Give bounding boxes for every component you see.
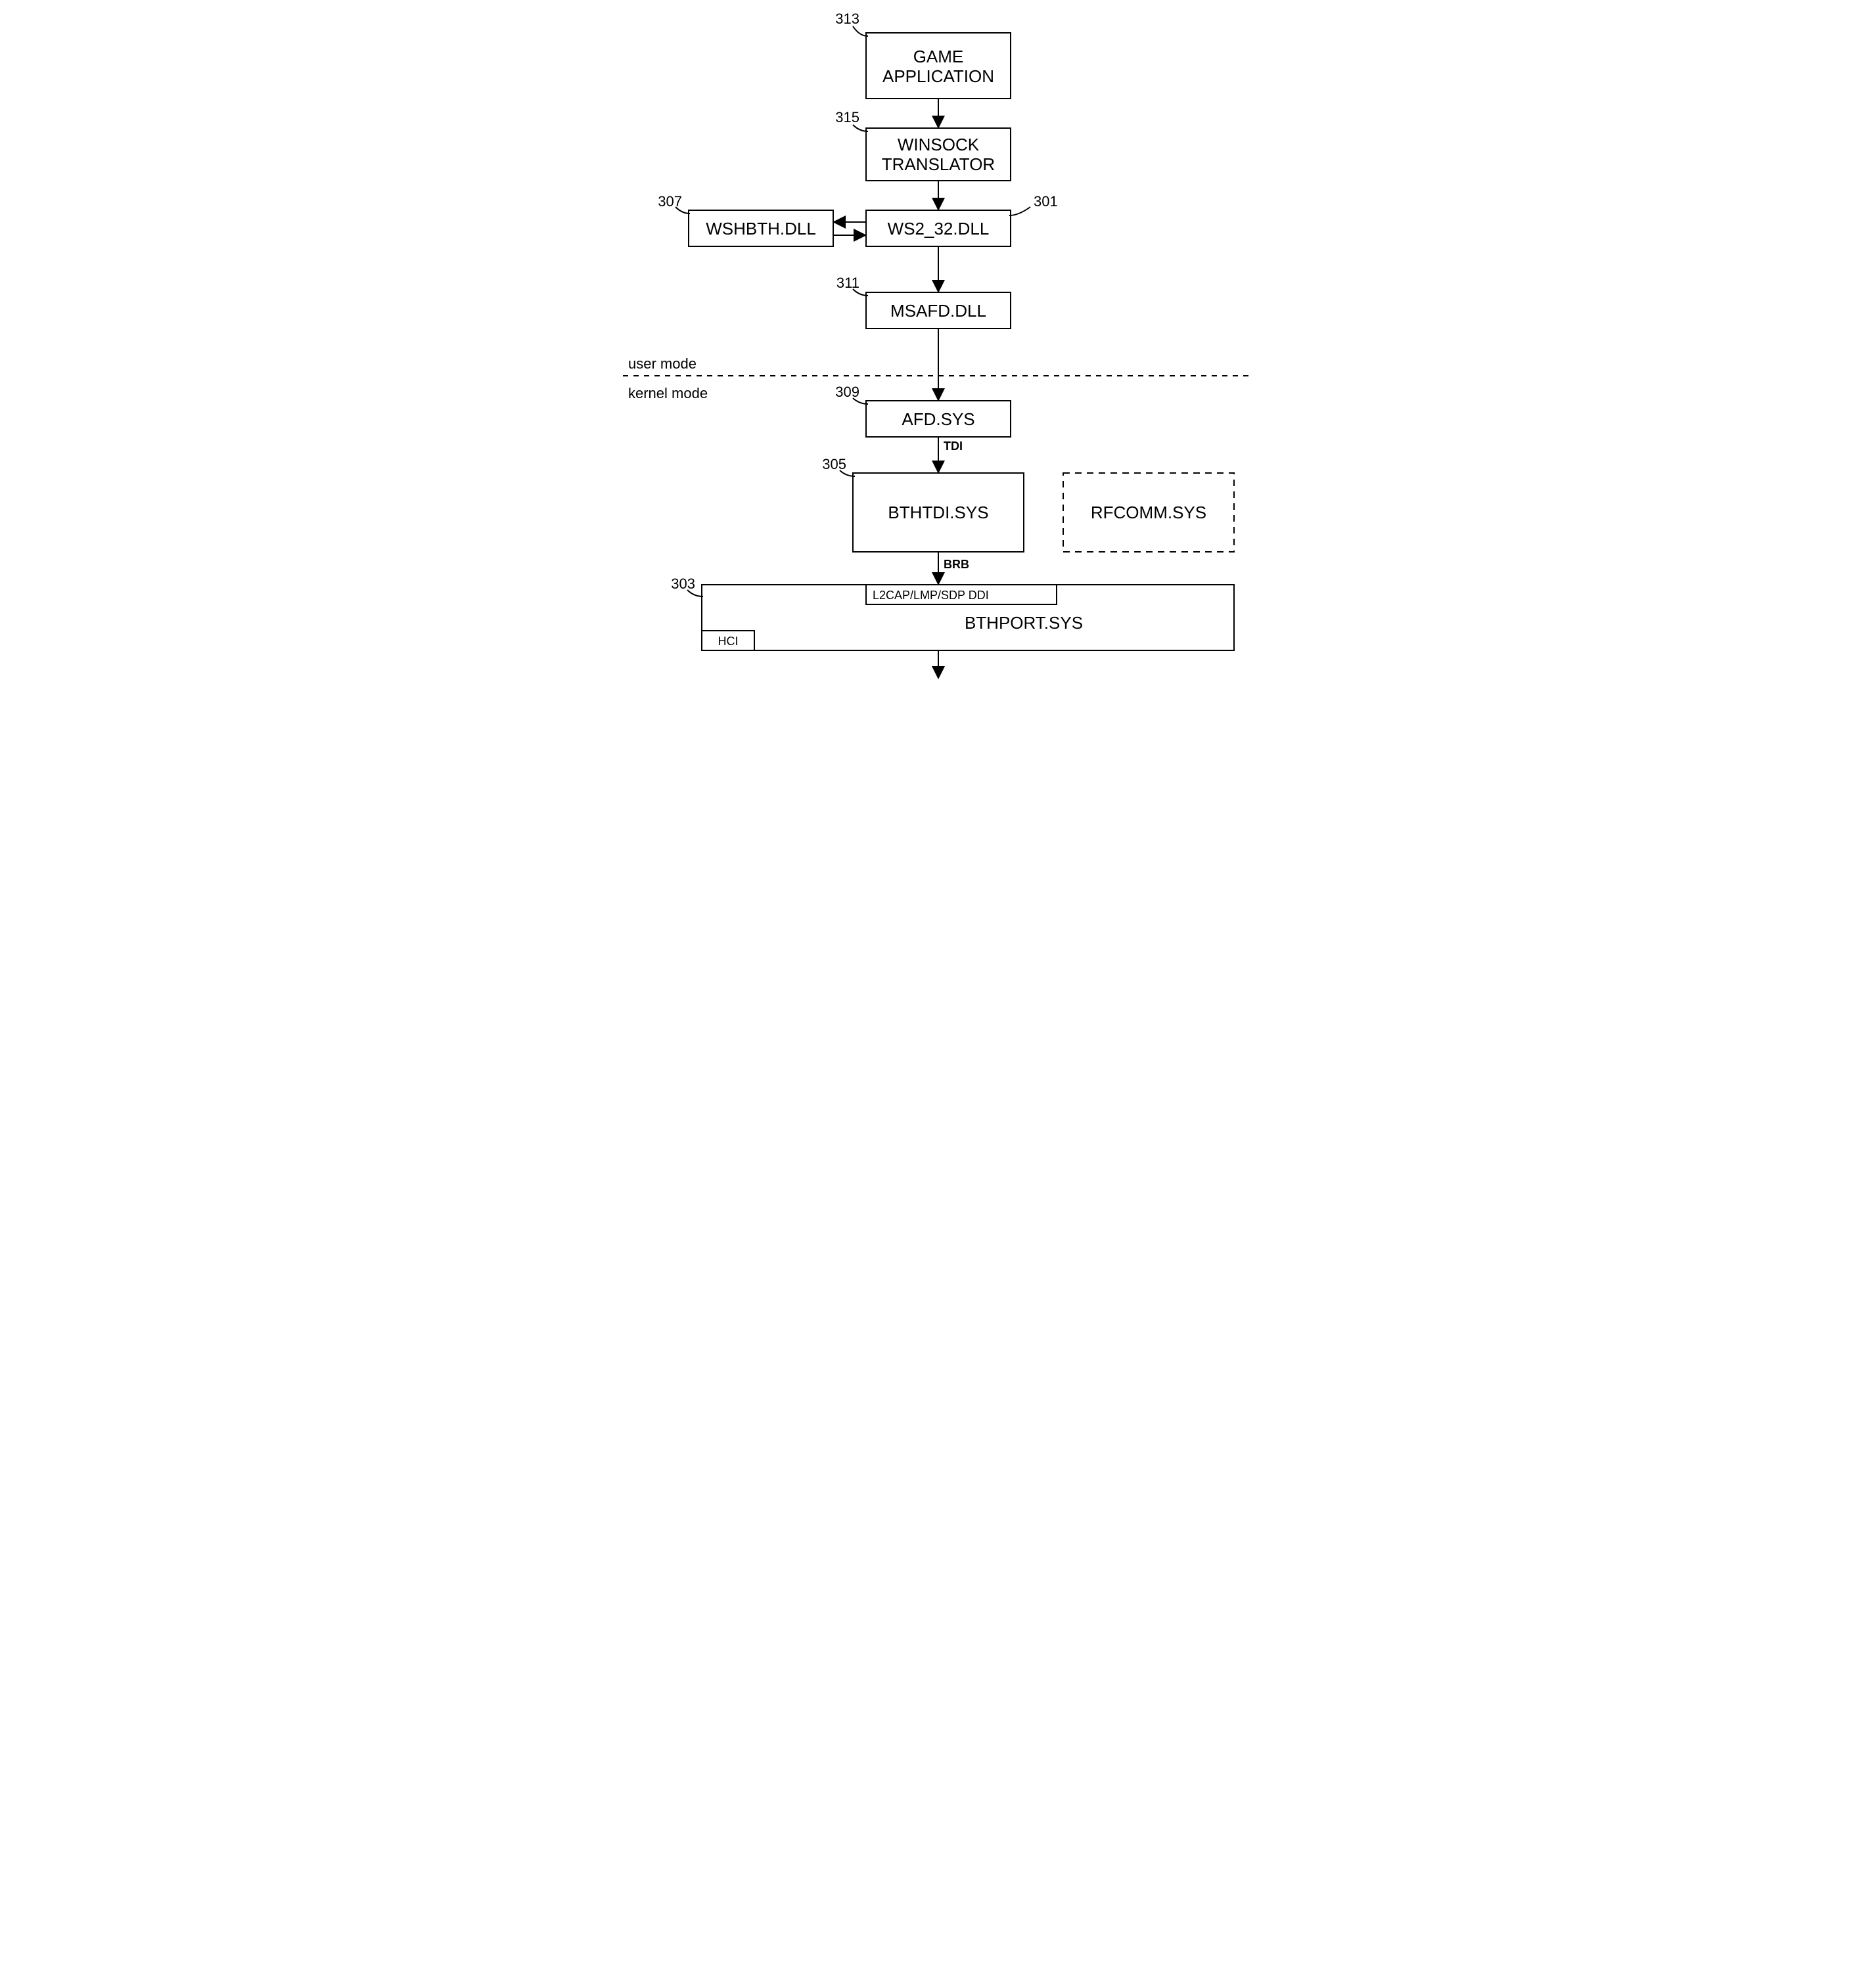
node-text: MSAFD.DLL [890,301,986,321]
node-afd-sys: AFD.SYS [866,401,1011,437]
svg-text:303: 303 [671,575,695,592]
node-winsock-translator: WINSOCK TRANSLATOR [866,128,1011,181]
diagram-svg: GAME APPLICATION 313 WINSOCK TRANSLATOR … [616,0,1260,683]
svg-text:313: 313 [835,11,859,27]
node-text: AFD.SYS [902,409,974,429]
node-text: WS2_32.DLL [887,219,989,238]
ref-305: 305 [822,456,855,476]
ref-315: 315 [835,109,868,131]
edge-label-tdi: TDI [944,440,963,453]
ref-301: 301 [1009,193,1058,215]
ref-303: 303 [671,575,703,597]
svg-text:301: 301 [1034,193,1058,210]
node-text: WSHBTH.DLL [706,219,816,238]
node-text: BTHPORT.SYS [964,613,1082,633]
node-text: GAME [913,47,963,66]
svg-text:305: 305 [822,456,846,472]
svg-text:315: 315 [835,109,859,125]
ref-313: 313 [835,11,868,36]
edge-label-brb: BRB [944,558,969,571]
node-text: APPLICATION [882,66,994,86]
node-text: BTHTDI.SYS [888,503,988,522]
label-user-mode: user mode [628,355,697,372]
flowchart-diagram: GAME APPLICATION 313 WINSOCK TRANSLATOR … [0,0,1876,683]
sub-label-hci: HCI [718,635,738,648]
ref-309: 309 [835,384,868,404]
node-text: WINSOCK [897,135,979,154]
svg-text:307: 307 [658,193,682,210]
node-text: RFCOMM.SYS [1090,503,1206,522]
label-kernel-mode: kernel mode [628,385,708,401]
node-ws2-32-dll: WS2_32.DLL [866,210,1011,246]
node-game-application: GAME APPLICATION [866,33,1011,99]
svg-text:309: 309 [835,384,859,400]
node-rfcomm-sys: RFCOMM.SYS [1063,473,1234,552]
node-msafd-dll: MSAFD.DLL [866,292,1011,328]
node-bthtdi-sys: BTHTDI.SYS [853,473,1024,552]
ref-307: 307 [658,193,690,214]
node-wshbth-dll: WSHBTH.DLL [689,210,833,246]
node-text: TRANSLATOR [881,154,994,174]
node-bthport-sys: L2CAP/LMP/SDP DDI BTHPORT.SYS HCI [702,585,1234,650]
ref-311: 311 [836,275,867,296]
svg-text:311: 311 [836,275,859,291]
sub-label-l2cap: L2CAP/LMP/SDP DDI [873,589,989,602]
